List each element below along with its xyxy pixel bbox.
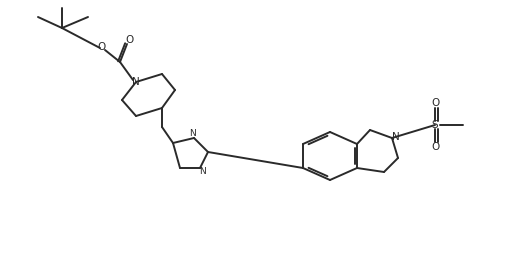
Text: O: O — [125, 35, 133, 45]
Text: N: N — [190, 129, 196, 138]
Text: O: O — [432, 98, 440, 108]
Text: N: N — [392, 132, 400, 142]
Text: O: O — [432, 142, 440, 152]
Text: N: N — [132, 77, 140, 87]
Text: O: O — [97, 42, 105, 52]
Text: S: S — [432, 120, 438, 130]
Text: N: N — [198, 167, 206, 176]
